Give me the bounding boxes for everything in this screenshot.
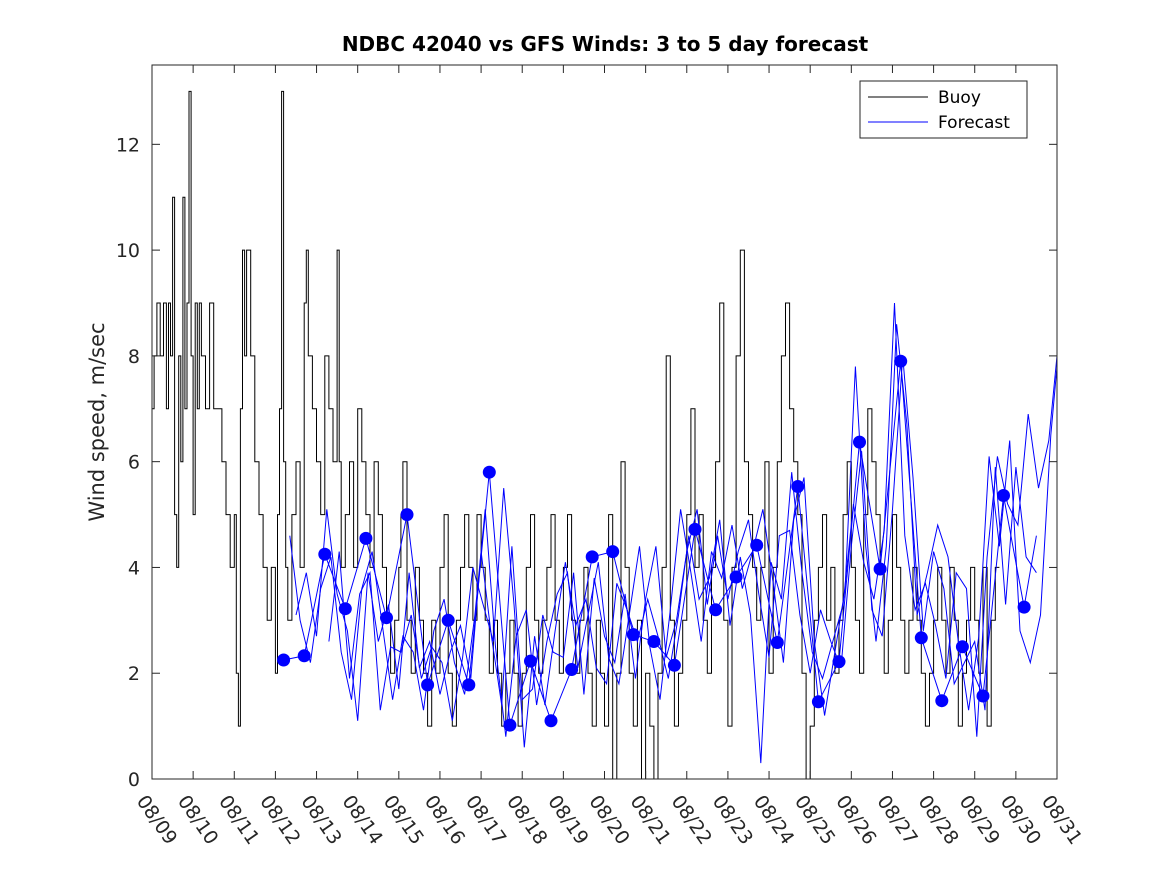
forecast-marker: [482, 465, 496, 479]
x-tick-label: 08/28: [913, 791, 962, 848]
x-tick-label: 08/16: [420, 791, 469, 848]
forecast-marker: [832, 655, 846, 669]
y-axis-label: Wind speed, m/sec: [85, 322, 109, 521]
forecast-marker: [976, 689, 990, 703]
x-tick-label: 08/10: [173, 791, 222, 848]
forecast-marker: [565, 663, 579, 676]
forecast-marker: [997, 489, 1010, 502]
legend-buoy-label: Buoy: [938, 88, 981, 108]
forecast-marker: [914, 631, 928, 645]
y-tick-label: 0: [128, 769, 140, 791]
x-tick-label: 08/27: [872, 791, 921, 848]
y-tick-label: 6: [128, 452, 140, 474]
forecast-marker: [297, 649, 311, 663]
y-tick-label: 8: [128, 346, 140, 368]
x-tick-label: 08/09: [132, 791, 181, 848]
y-tick-label: 10: [116, 240, 140, 262]
forecast-marker: [811, 695, 825, 709]
forecast-marker: [935, 694, 949, 708]
y-tick-label: 4: [128, 557, 140, 579]
y-axis: 0 2 4 6 8 10 12: [116, 134, 1057, 791]
x-tick-label: 08/23: [708, 791, 757, 848]
x-tick-label: 08/20: [584, 791, 633, 848]
forecast-marker: [503, 718, 517, 732]
x-tick-label: 08/12: [255, 791, 304, 848]
forecast-line-2: [289, 324, 1058, 737]
forecast-line-4: [328, 302, 1058, 764]
x-tick-label: 08/26: [831, 791, 880, 848]
forecast-marker: [400, 508, 414, 522]
forecast-marker: [1017, 600, 1031, 614]
forecast-marker: [338, 602, 352, 616]
x-tick-label: 08/17: [461, 791, 510, 848]
forecast-marker: [421, 678, 435, 692]
x-tick-label: 08/11: [214, 791, 263, 848]
forecast-marker: [277, 653, 291, 667]
x-tick-label: 08/31: [1037, 791, 1086, 848]
forecast-marker: [955, 640, 969, 654]
forecast-marker: [750, 538, 764, 552]
forecast-marker: [626, 628, 640, 642]
legend: Buoy Forecast: [859, 80, 1028, 139]
legend-forecast-label: Forecast: [938, 113, 1010, 133]
forecast-line-1: [283, 361, 1037, 726]
x-tick-label: 08/14: [338, 791, 387, 848]
buoy-series: [152, 90, 1000, 780]
forecast-marker: [544, 714, 558, 728]
forecast-marker: [524, 654, 537, 668]
forecast-marker: [770, 636, 784, 649]
chart-title: NDBC 42040 vs GFS Winds: 3 to 5 day fore…: [342, 32, 869, 56]
x-tick-label: 08/25: [790, 791, 839, 848]
x-tick-label: 08/21: [626, 791, 675, 848]
forecast-marker: [709, 603, 723, 617]
forecast-marker: [688, 522, 702, 536]
x-tick-label: 08/29: [955, 791, 1004, 848]
buoy-line: [152, 90, 1000, 780]
forecast-marker: [667, 658, 681, 672]
x-tick-label: 08/22: [667, 791, 716, 848]
legend-box: [859, 80, 1028, 139]
forecast-marker: [441, 613, 455, 627]
forecast-marker: [359, 531, 373, 545]
forecast-marker: [894, 354, 908, 368]
forecast-marker: [462, 678, 476, 692]
x-tick-label: 08/19: [543, 791, 592, 848]
forecast-marker: [791, 480, 805, 493]
x-tick-label: 08/30: [996, 791, 1045, 848]
x-tick-label: 08/15: [379, 791, 428, 848]
forecast-marker: [318, 547, 332, 561]
x-tick-label: 08/24: [749, 791, 798, 848]
forecast-marker: [380, 611, 393, 625]
forecast-series-group: [283, 302, 1058, 764]
forecast-marker: [729, 570, 743, 584]
forecast-marker: [606, 545, 620, 559]
x-tick-label: 08/18: [502, 791, 551, 848]
forecast-marker: [873, 562, 887, 576]
x-tick-label: 08/13: [296, 791, 345, 848]
forecast-markers: [277, 354, 1031, 732]
y-tick-label: 2: [128, 663, 140, 685]
forecast-marker: [585, 550, 599, 564]
y-tick-label: 12: [116, 134, 140, 156]
forecast-marker: [853, 435, 866, 449]
forecast-marker: [647, 635, 661, 648]
